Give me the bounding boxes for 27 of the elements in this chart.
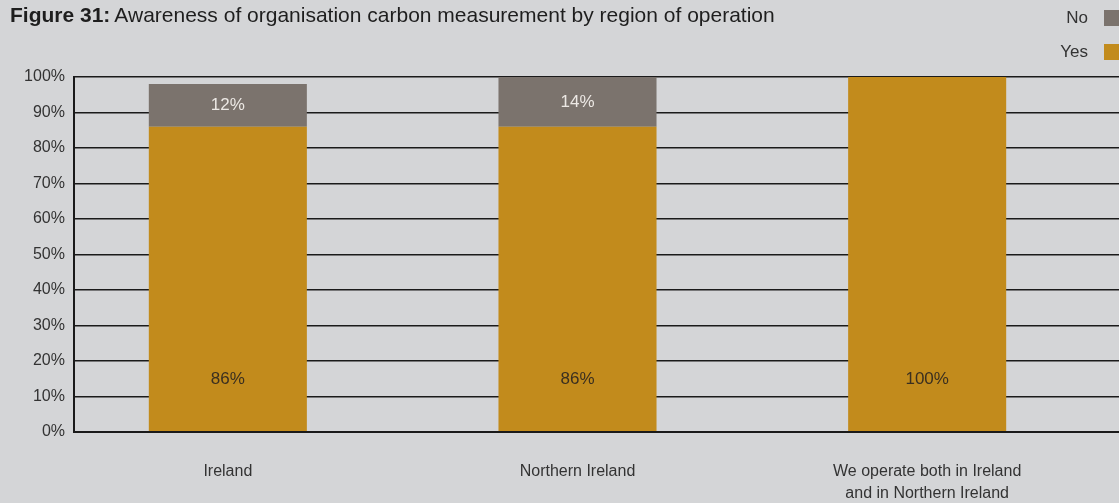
- y-tick-label: 70%: [32, 173, 65, 191]
- data-label: 12%: [210, 95, 245, 115]
- data-label: 86%: [560, 368, 595, 388]
- bar: [848, 77, 1007, 431]
- bar: [148, 84, 307, 127]
- x-tick-label: Northern Ireland: [519, 462, 636, 480]
- y-tick-label: 10%: [32, 386, 65, 404]
- bar: [498, 126, 657, 431]
- legend-label: Yes: [1060, 41, 1088, 61]
- y-tick-label: 50%: [32, 244, 65, 262]
- data-label: 86%: [210, 368, 245, 388]
- data-label: 14%: [560, 91, 595, 111]
- y-tick-label: 90%: [32, 102, 65, 120]
- y-tick-label: 80%: [32, 138, 65, 156]
- x-tick-label: We operate both in Ireland and in Northern Ireland: [833, 462, 1022, 502]
- bar: [148, 126, 307, 431]
- legend-label: No: [1066, 7, 1088, 27]
- y-tick-label: 20%: [32, 351, 65, 369]
- x-tick-label: Ireland: [203, 462, 253, 480]
- y-tick-label: 30%: [32, 315, 65, 333]
- y-tick-label: 100%: [24, 67, 65, 85]
- y-tick-label: 60%: [32, 209, 65, 227]
- data-label: 100%: [905, 368, 949, 388]
- y-tick-label: 0%: [41, 422, 65, 440]
- bar: [498, 77, 657, 127]
- chart-title: Figure 31: Awareness of organisation carbon measurement by region of operation: [10, 2, 775, 28]
- y-tick-label: 40%: [32, 280, 65, 298]
